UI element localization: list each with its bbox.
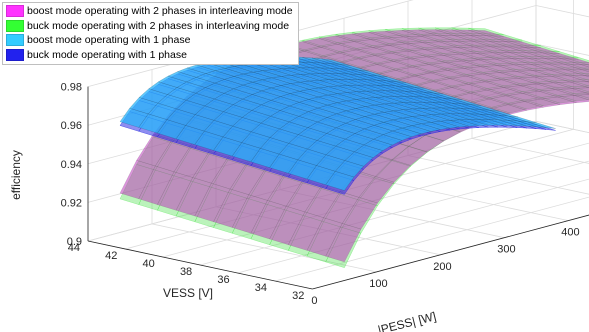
surfaces (119, 27, 589, 268)
surface-patch (580, 64, 589, 68)
surface-patch (563, 63, 589, 71)
gridline (87, 0, 414, 87)
gridline (535, 5, 589, 18)
y-axis-label: VESS [V] (163, 286, 213, 300)
gridline (237, 178, 589, 274)
surface-patch (565, 69, 589, 76)
surface-patch (555, 88, 589, 96)
y-tick-label: 38 (180, 266, 192, 278)
legend-label: boost mode operating with 2 phases in in… (27, 5, 293, 18)
z-tick-label: 0.96 (61, 120, 82, 132)
legend-item: boost mode operating with 2 phases in in… (6, 4, 293, 19)
legend-item: buck mode operating with 2 phases in int… (6, 19, 293, 34)
surface-patch (584, 75, 589, 78)
legend-swatch (6, 48, 24, 61)
z-axis-label: efficiency (9, 150, 23, 200)
surface-patch (568, 75, 589, 82)
surface-patch (561, 58, 589, 65)
x-tick-label: 300 (497, 244, 515, 256)
legend-item: buck mode operating with 1 phase (6, 48, 293, 63)
legend-item: boost mode operating with 1 phase (6, 33, 293, 48)
surface-patch (582, 69, 589, 72)
z-tick-label: 0.92 (61, 197, 82, 209)
legend-swatch (6, 34, 24, 47)
surface-patch (570, 81, 589, 88)
surface-patch (574, 94, 589, 101)
z-tick-label: 0.98 (61, 82, 82, 94)
surface-patch (527, 121, 556, 129)
surface-patch (586, 81, 589, 83)
x-tick-label: 100 (369, 278, 387, 290)
x-axis-line (312, 214, 589, 290)
legend: boost mode operating with 2 phases in in… (2, 2, 299, 65)
legend-label: buck mode operating with 1 phase (27, 48, 187, 61)
y-tick-label: 42 (105, 250, 117, 262)
y-tick-label: 34 (255, 282, 267, 294)
y-axis-line (87, 240, 313, 290)
y-tick-label: 44 (68, 242, 80, 254)
legend-swatch (6, 5, 24, 18)
z-tick-label: 0.9 (67, 236, 82, 248)
x-tick-label: 200 (433, 261, 451, 273)
surface-patch (572, 87, 589, 94)
y-tick-label: 40 (143, 258, 155, 270)
x-tick-label: 400 (561, 227, 579, 239)
y-tick-label: 36 (217, 274, 229, 286)
gridline (274, 196, 589, 282)
x-axis-label: |PESS| [W] (376, 309, 437, 332)
tick-labels: 0.90.920.940.960.98010020030040050060070… (61, 82, 580, 307)
surface-patch (557, 95, 589, 103)
legend-label: buck mode operating with 2 phases in int… (27, 19, 290, 32)
legend-label: boost mode operating with 1 phase (27, 34, 191, 47)
x-tick-label: 0 (311, 295, 317, 307)
z-tick-label: 0.94 (61, 159, 82, 171)
y-tick-label: 32 (292, 290, 304, 302)
legend-swatch (6, 19, 24, 32)
